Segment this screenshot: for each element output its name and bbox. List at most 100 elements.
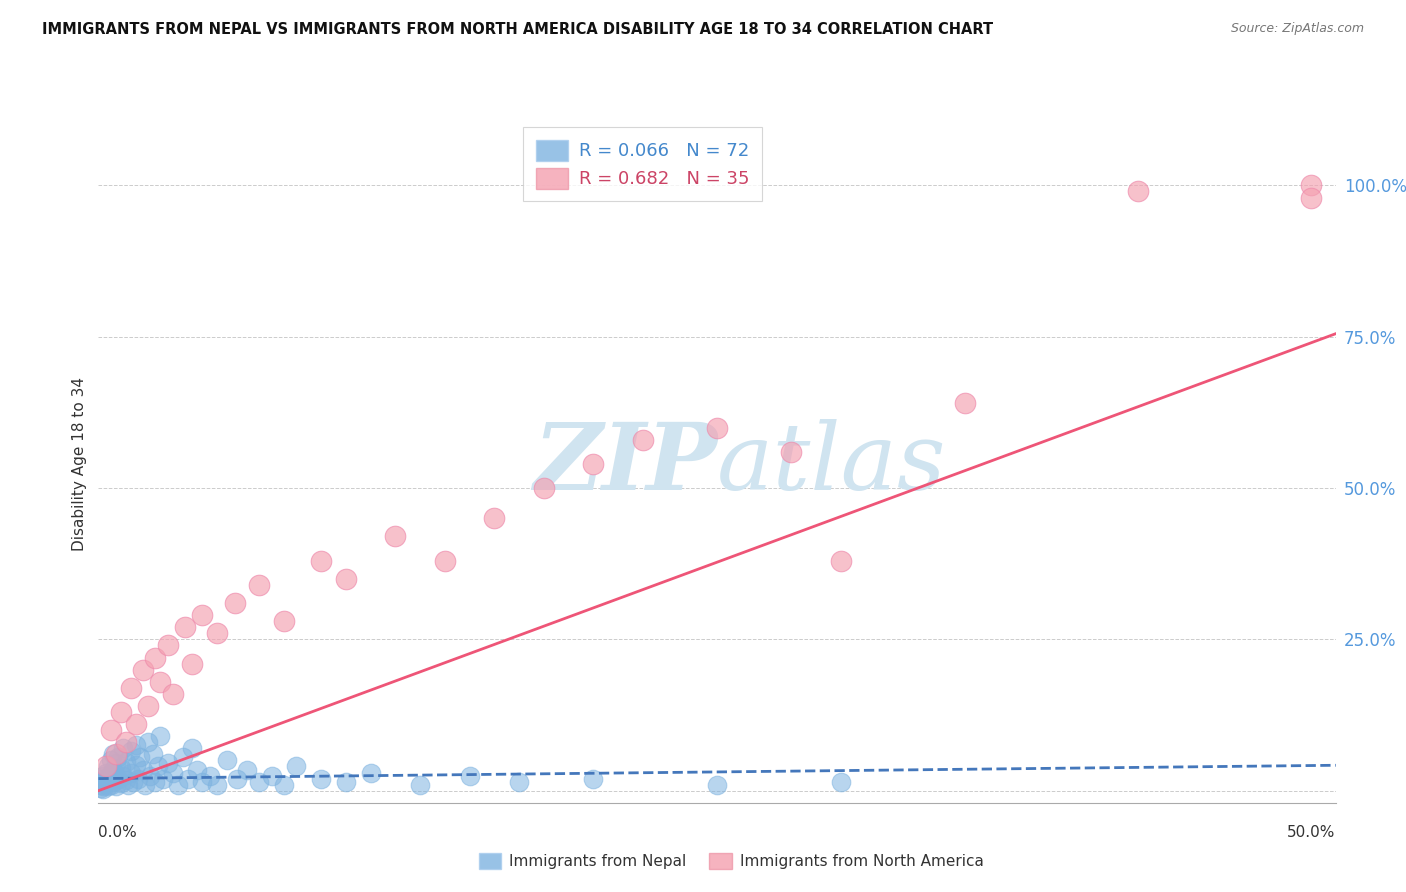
Point <box>433 554 456 568</box>
Point <box>953 396 976 410</box>
Point <box>166 778 188 792</box>
Point <box>120 765 142 780</box>
Point <box>93 768 115 782</box>
Point <box>149 674 172 689</box>
Y-axis label: Disability Age 18 to 34: Disability Age 18 to 34 <box>72 376 87 551</box>
Point <box>139 768 162 782</box>
Point <box>114 735 136 749</box>
Point <box>174 620 197 634</box>
Legend: Immigrants from Nepal, Immigrants from North America: Immigrants from Nepal, Immigrants from N… <box>472 847 990 875</box>
Point <box>104 756 127 771</box>
Point <box>360 765 382 780</box>
Point <box>181 741 204 756</box>
Point <box>97 780 120 794</box>
Point <box>97 759 120 773</box>
Point <box>124 739 146 753</box>
Point <box>1126 185 1149 199</box>
Point <box>780 444 803 458</box>
Point <box>112 741 135 756</box>
Point <box>110 705 132 719</box>
Point <box>100 766 122 780</box>
Point <box>104 747 127 762</box>
Point <box>1299 178 1322 193</box>
Text: atlas: atlas <box>717 419 946 508</box>
Point <box>103 774 125 789</box>
Point <box>132 663 155 677</box>
Point <box>103 747 125 762</box>
Point <box>162 687 184 701</box>
Point <box>93 779 115 793</box>
Point <box>236 763 259 777</box>
Point <box>134 778 156 792</box>
Point <box>143 774 166 789</box>
Point <box>94 765 117 780</box>
Point <box>93 781 115 796</box>
Point <box>260 768 283 782</box>
Point <box>117 778 139 792</box>
Point <box>100 723 122 738</box>
Point <box>335 572 357 586</box>
Text: Source: ZipAtlas.com: Source: ZipAtlas.com <box>1230 22 1364 36</box>
Point <box>124 717 146 731</box>
Point <box>224 596 246 610</box>
Point <box>149 729 172 743</box>
Point <box>273 614 295 628</box>
Point <box>146 759 169 773</box>
Point <box>198 768 221 782</box>
Point <box>120 681 142 695</box>
Point <box>706 420 728 434</box>
Point <box>217 753 239 767</box>
Point <box>129 750 152 764</box>
Text: IMMIGRANTS FROM NEPAL VS IMMIGRANTS FROM NORTH AMERICA DISABILITY AGE 18 TO 34 C: IMMIGRANTS FROM NEPAL VS IMMIGRANTS FROM… <box>42 22 993 37</box>
Point <box>103 763 125 777</box>
Point <box>104 779 127 793</box>
Point <box>409 778 432 792</box>
Point <box>100 753 122 767</box>
Point <box>162 765 184 780</box>
Point <box>706 778 728 792</box>
Point <box>93 774 115 789</box>
Point <box>226 772 249 786</box>
Point <box>309 554 332 568</box>
Point <box>830 774 852 789</box>
Point <box>484 511 506 525</box>
Text: 0.0%: 0.0% <box>98 825 138 840</box>
Point <box>132 763 155 777</box>
Point <box>205 626 228 640</box>
Point <box>90 780 112 795</box>
Point <box>186 763 208 777</box>
Point <box>458 768 481 782</box>
Text: ZIP: ZIP <box>533 419 717 508</box>
Point <box>120 744 142 758</box>
Point <box>285 759 308 773</box>
Point <box>533 481 555 495</box>
Point <box>122 774 145 789</box>
Point <box>205 778 228 792</box>
Point <box>1299 190 1322 204</box>
Point <box>152 772 174 786</box>
Text: 50.0%: 50.0% <box>1288 825 1336 840</box>
Point <box>582 457 605 471</box>
Point <box>107 772 129 786</box>
Point <box>309 772 332 786</box>
Point <box>100 778 122 792</box>
Point <box>273 778 295 792</box>
Point <box>110 776 132 790</box>
Point <box>94 759 117 773</box>
Point <box>110 761 132 775</box>
Point <box>127 772 149 786</box>
Point <box>136 698 159 713</box>
Point <box>124 758 146 772</box>
Legend: R = 0.066   N = 72, R = 0.682   N = 35: R = 0.066 N = 72, R = 0.682 N = 35 <box>523 128 762 202</box>
Point <box>94 776 117 790</box>
Point <box>191 774 214 789</box>
Point <box>191 608 214 623</box>
Point <box>181 657 204 671</box>
Point <box>90 772 112 786</box>
Point <box>112 768 135 782</box>
Point <box>114 772 136 787</box>
Point <box>631 433 654 447</box>
Point <box>830 554 852 568</box>
Point <box>114 755 136 769</box>
Point <box>97 770 120 785</box>
